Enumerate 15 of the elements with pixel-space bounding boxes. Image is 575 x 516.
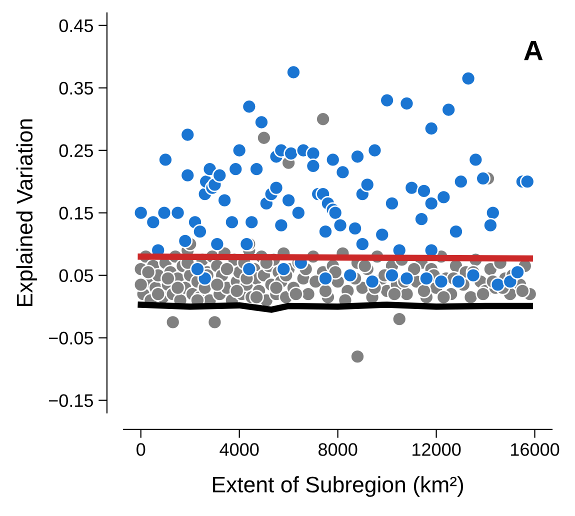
x-tick-label: 8000 bbox=[318, 443, 358, 456]
x-axis-title: Extent of Subregion (km²) bbox=[213, 476, 464, 497]
y-tick-label: 0.05 bbox=[59, 269, 94, 282]
annotation: A bbox=[524, 40, 543, 60]
y-tick-label: −0.15 bbox=[48, 394, 94, 408]
x-tick-label: 4000 bbox=[220, 443, 259, 456]
y-tick-label: 0.25 bbox=[59, 144, 94, 158]
x-tick-label: 12000 bbox=[412, 443, 461, 456]
y-tick-label: 0.45 bbox=[59, 19, 94, 32]
x-tick-label: 16000 bbox=[511, 443, 560, 456]
y-tick-label: 0.15 bbox=[59, 206, 94, 220]
x-tick-label: 0 bbox=[136, 443, 146, 456]
y-tick-label: −0.05 bbox=[48, 332, 94, 345]
y-axis-title: Explained Variation bbox=[16, 119, 37, 306]
y-tick-label: 0.35 bbox=[59, 82, 94, 95]
